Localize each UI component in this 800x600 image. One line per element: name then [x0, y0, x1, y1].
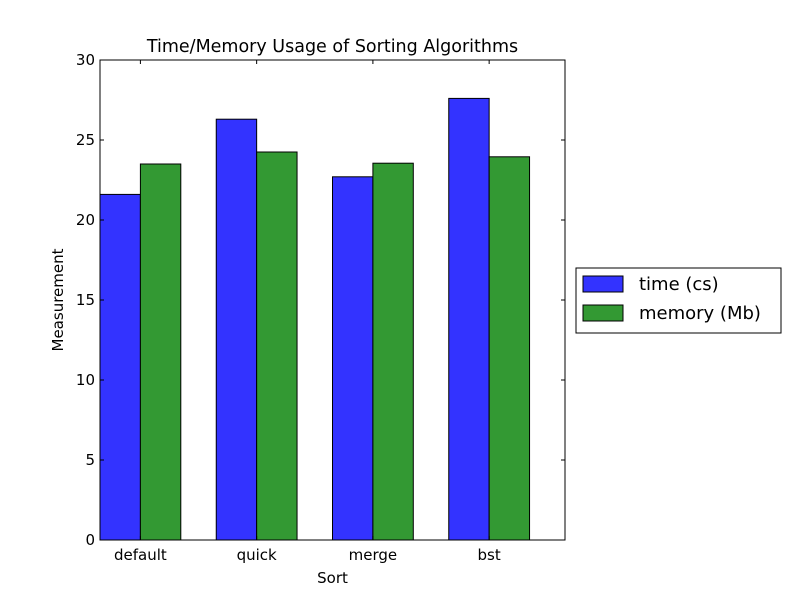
bar-memory-quick — [257, 152, 297, 540]
y-tick-label-0: 0 — [85, 531, 95, 549]
y-tick-label-25: 25 — [76, 131, 95, 149]
y-tick-label-15: 15 — [76, 291, 95, 309]
bar-time-default — [100, 194, 140, 540]
y-tick-label-5: 5 — [85, 451, 95, 469]
x-tick-label-quick: quick — [237, 546, 277, 564]
y-tick-label-30: 30 — [76, 51, 95, 69]
legend-label-time: time (cs) — [639, 274, 719, 295]
x-tick-label-bst: bst — [478, 546, 501, 564]
bar-time-quick — [216, 119, 256, 540]
legend-label-memory: memory (Mb) — [639, 303, 761, 324]
bar-memory-merge — [373, 163, 413, 540]
bar-memory-default — [140, 164, 180, 540]
x-tick-label-merge: merge — [349, 546, 398, 564]
legend-swatch-memory — [583, 305, 623, 321]
y-tick-label-20: 20 — [76, 211, 95, 229]
bar-memory-bst — [489, 157, 529, 540]
y-tick-label-10: 10 — [76, 371, 95, 389]
y-axis-label: Measurement — [49, 248, 67, 351]
chart-title: Time/Memory Usage of Sorting Algorithms — [146, 37, 518, 57]
x-axis-label: Sort — [317, 569, 348, 587]
bar-time-bst — [449, 98, 489, 540]
legend-swatch-time — [583, 276, 623, 292]
legend: time (cs) memory (Mb) — [576, 268, 781, 333]
x-tick-label-default: default — [114, 546, 167, 564]
bar-time-merge — [333, 177, 373, 540]
